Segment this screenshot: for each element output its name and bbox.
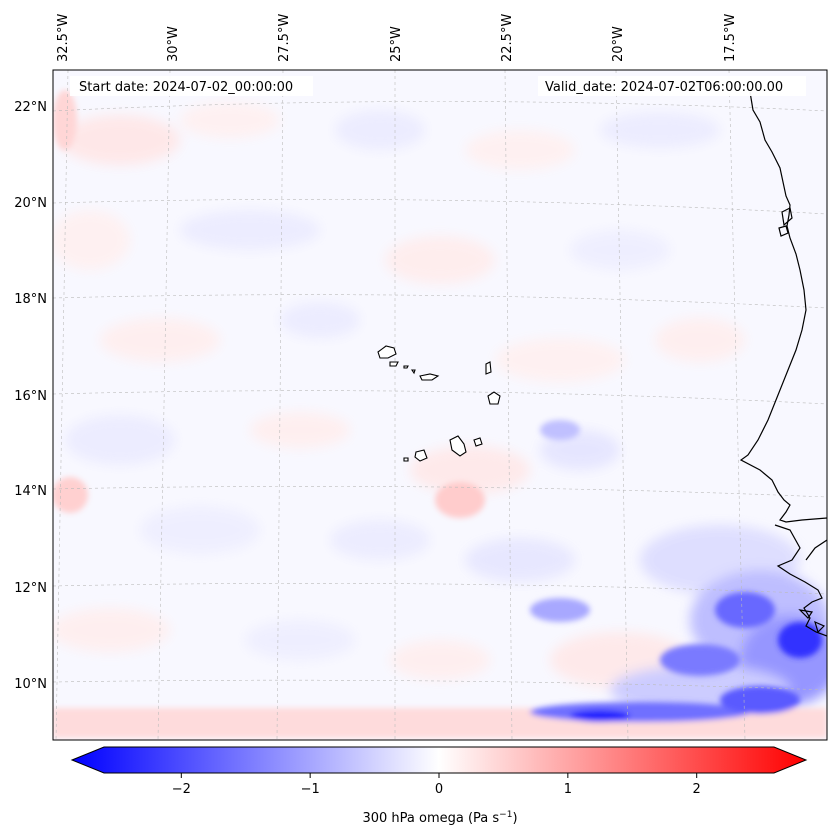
lat-label: 22°N (14, 100, 47, 115)
colorbar-ticks: −2 −1 0 1 2 (172, 773, 701, 797)
lat-label: 14°N (14, 484, 47, 499)
colorbar-tick-label: −2 (172, 782, 191, 797)
colorbar-tick-label: 1 (564, 782, 572, 797)
map-header: Start date: 2024-07-02_00:00:00 Valid_da… (70, 76, 806, 96)
colorbar-tick-label: −1 (301, 782, 320, 797)
colorbar: −2 −1 0 1 2 300 hPa omega (Pa s−1) (70, 746, 808, 826)
lon-label: 17.5°W (723, 14, 738, 62)
graticule (53, 70, 827, 740)
lon-label: 20°W (611, 26, 626, 62)
islands (377, 345, 501, 462)
lon-label: 32.5°W (56, 14, 71, 62)
lon-label: 22.5°W (500, 14, 515, 62)
lat-labels: 22°N 20°N 18°N 16°N 14°N 12°N 10°N (14, 100, 47, 692)
lon-labels: 32.5°W 30°W 27.5°W 25°W 22.5°W 20°W 17.5… (56, 14, 738, 62)
lat-label: 10°N (14, 677, 47, 692)
colorbar-tick-label: 0 (435, 782, 443, 797)
lon-label: 30°W (166, 26, 181, 62)
lon-label: 27.5°W (277, 14, 292, 62)
coastline (739, 91, 827, 637)
colorbar-tick-label: 2 (693, 782, 701, 797)
start-date-label: Start date: 2024-07-02_00:00:00 (79, 80, 293, 95)
lat-label: 16°N (14, 389, 47, 404)
lat-label: 12°N (14, 581, 47, 596)
map-panel: Start date: 2024-07-02_00:00:00 Valid_da… (52, 69, 828, 741)
lat-label: 18°N (14, 292, 47, 307)
lat-label: 20°N (14, 196, 47, 211)
omega-field (53, 90, 827, 738)
valid-date-label: Valid_date: 2024-07-02T06:00:00.00 (545, 80, 783, 95)
lon-label: 25°W (389, 26, 404, 62)
colorbar-ramp (70, 746, 808, 774)
colorbar-label: 300 hPa omega (Pa s−1) (362, 810, 517, 826)
